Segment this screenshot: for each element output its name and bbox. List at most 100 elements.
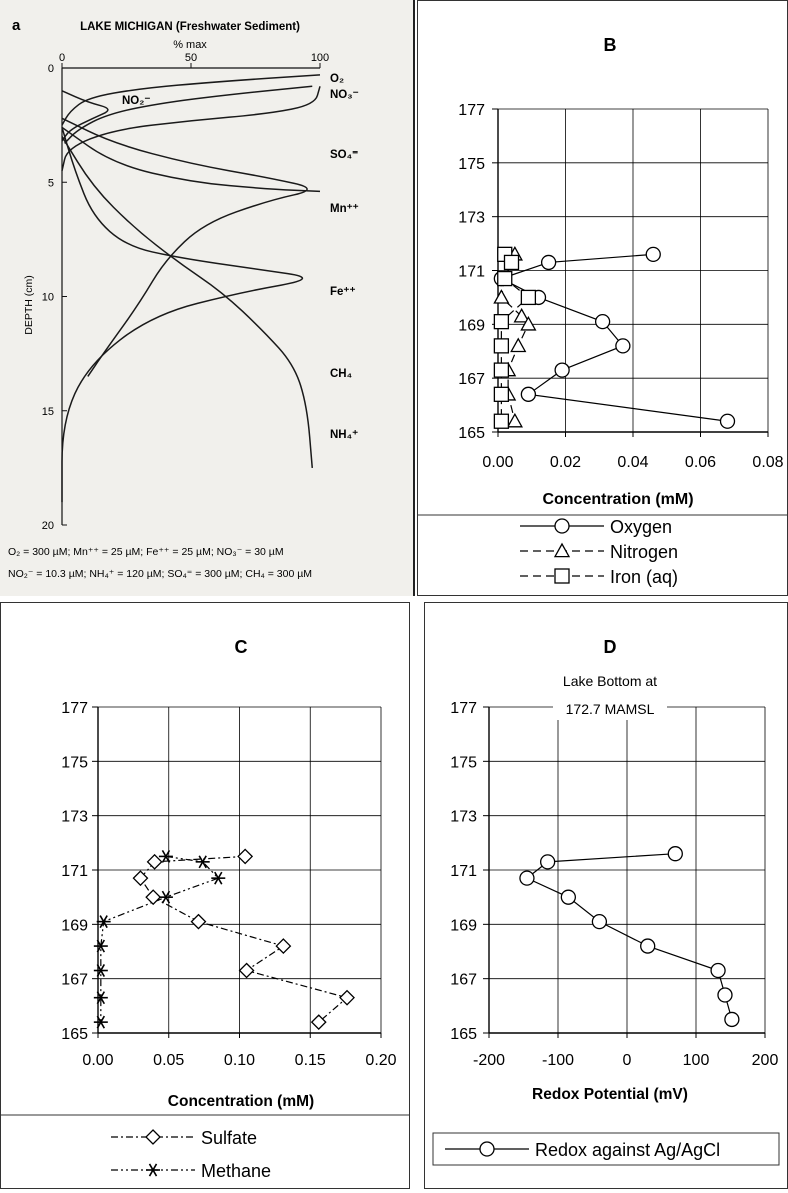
legend-marker xyxy=(146,1163,160,1177)
data-point-oxygen xyxy=(554,362,570,378)
y-tick-label: 175 xyxy=(61,754,88,771)
x-tick-label: 0.02 xyxy=(550,454,581,471)
panel-a-curve-label: CH₄ xyxy=(330,368,352,380)
panel-a-chart: a LAKE MICHIGAN (Freshwater Sediment) % … xyxy=(0,0,415,596)
x-tick-label: 0.04 xyxy=(617,454,648,471)
legend-marker xyxy=(479,1141,495,1157)
x-tick-label: 0.05 xyxy=(153,1052,184,1069)
panel-a-curve-label: SO₄⁼ xyxy=(330,149,358,161)
y-tick-label: 169 xyxy=(61,917,88,934)
data-point-iron-aq- xyxy=(497,270,513,287)
data-point-methane xyxy=(158,890,173,904)
data-point-nitrogen xyxy=(520,315,537,331)
panel-b-xlabel: Concentration (mM) xyxy=(542,491,693,508)
panel-a-curve xyxy=(61,117,308,377)
x-tick-label: 0.06 xyxy=(685,454,716,471)
data-point-iron-aq- xyxy=(493,362,510,378)
data-point-oxygen xyxy=(520,386,537,402)
panel-a-x-tick-label: 0 xyxy=(59,52,65,64)
data-point-sulfate xyxy=(237,848,254,865)
y-tick-label: 167 xyxy=(61,972,88,989)
panel-c-legend: Sulfate Methane xyxy=(111,1128,271,1181)
y-tick-label: 167 xyxy=(450,972,477,989)
panel-d-subtitle-2: 172.7 MAMSL xyxy=(566,701,655,717)
panel-a-curve xyxy=(61,126,321,193)
panel-a-y-tick-label: 20 xyxy=(42,520,54,532)
data-point-methane xyxy=(93,939,108,953)
legend-label: Nitrogen xyxy=(610,542,678,562)
panel-a-y-tick-label: 10 xyxy=(42,292,54,304)
legend-label: Methane xyxy=(201,1161,271,1181)
data-point-iron-aq- xyxy=(520,289,537,306)
panel-c-xlabel: Concentration (mM) xyxy=(168,1093,314,1110)
legend-label: Oxygen xyxy=(610,517,672,537)
panel-a-ylabel: DEPTH (cm) xyxy=(23,275,35,335)
panel-a-curve-label: Mn⁺⁺ xyxy=(330,203,359,215)
panel-a-letter: a xyxy=(12,17,21,34)
x-tick-label: 0.20 xyxy=(365,1052,396,1069)
legend-label: Iron (aq) xyxy=(610,567,678,587)
data-point-redox-against-ag-agcl xyxy=(540,854,556,870)
data-point-sulfate xyxy=(145,889,162,906)
panel-d-subtitle-bg xyxy=(553,698,667,720)
y-tick-label: 167 xyxy=(458,371,485,388)
data-point-methane xyxy=(195,855,210,869)
y-tick-label: 165 xyxy=(61,1026,88,1043)
data-point-sulfate xyxy=(132,870,149,887)
panel-a-x-tick-label: 50 xyxy=(185,52,197,64)
y-tick-label: 177 xyxy=(61,700,88,717)
x-tick-label: 200 xyxy=(752,1052,779,1069)
y-tick-label: 177 xyxy=(450,700,477,717)
data-point-nitrogen xyxy=(510,337,527,353)
y-tick-label: 165 xyxy=(450,1026,477,1043)
data-point-methane xyxy=(93,1015,108,1029)
panel-a-x-tick-label: 100 xyxy=(311,52,329,64)
panel-a-curve xyxy=(61,86,321,171)
data-point-iron-aq- xyxy=(493,313,510,330)
panel-b-svg: B 0.00 0.02 0.04 0.06 0.08 165 167 169 171 173 175… xyxy=(418,35,787,587)
legend-label: Redox against Ag/AgCl xyxy=(535,1140,720,1160)
data-point-oxygen xyxy=(615,338,631,354)
panel-a-curve xyxy=(61,90,109,142)
data-point-redox-against-ag-agcl xyxy=(640,938,656,954)
panel-b-letter: B xyxy=(604,35,617,55)
data-point-iron-aq- xyxy=(493,338,510,354)
data-point-iron-aq- xyxy=(503,254,520,271)
panel-a-curve-label: O₂ xyxy=(330,73,344,85)
panel-d-subtitle-1: Lake Bottom at xyxy=(563,673,657,689)
panel-a-plot-area: 0 50 100 0 5 10 15 20 O₂ NO₃⁻ NO₂⁻ SO₄⁼ Mn⁺⁺ Fe⁺⁺ CH₄ N… xyxy=(42,52,359,532)
data-point-iron-aq- xyxy=(493,386,510,402)
legend-marker xyxy=(553,542,571,558)
data-point-methane xyxy=(93,964,108,977)
data-point-nitrogen xyxy=(506,412,523,428)
y-tick-label: 175 xyxy=(458,156,485,173)
y-tick-label: 171 xyxy=(61,863,88,880)
x-tick-label: 0.15 xyxy=(295,1052,326,1069)
x-tick-label: 0.10 xyxy=(224,1052,255,1069)
data-point-sulfate xyxy=(310,1014,327,1031)
panel-c-letter: C xyxy=(235,637,248,657)
panel-a-xlabel: % max xyxy=(173,39,207,51)
x-tick-label: 0 xyxy=(623,1052,632,1069)
panel-c-plot-area: 0.00 0.05 0.10 0.15 0.20 165 167 169 171 173 175 17… xyxy=(61,700,396,1069)
y-tick-label: 165 xyxy=(458,425,485,442)
y-tick-label: 169 xyxy=(450,917,477,934)
data-point-nitrogen xyxy=(493,289,510,304)
panel-a-curve xyxy=(61,74,321,126)
y-tick-label: 173 xyxy=(450,809,477,826)
panel-a-title: LAKE MICHIGAN (Freshwater Sediment) xyxy=(80,21,300,33)
legend-marker xyxy=(554,568,570,584)
panel-a-curve-label: Fe⁺⁺ xyxy=(330,286,356,298)
panel-c-svg: C 0.00 0.05 0.10 0.15 0.20 165 167 169 171 173 175… xyxy=(1,637,409,1181)
data-point-sulfate xyxy=(238,962,255,979)
panel-a-footnote-1: O₂ = 300 µM; Mn⁺⁺ = 25 µM; Fe⁺⁺ = 25 µM;… xyxy=(8,546,284,558)
y-tick-label: 169 xyxy=(458,317,485,334)
data-point-methane xyxy=(93,991,108,1005)
panel-a-curve-label: NH₄⁺ xyxy=(330,429,358,441)
x-tick-label: 0.08 xyxy=(752,454,783,471)
data-point-sulfate xyxy=(146,853,163,870)
data-point-methane xyxy=(211,871,226,885)
panel-c-chart: C 0.00 0.05 0.10 0.15 0.20 165 167 169 171 173 175… xyxy=(0,602,410,1189)
data-point-redox-against-ag-agcl xyxy=(717,987,733,1003)
panel-a-footnote-2: NO₂⁻ = 10.3 µM; NH₄⁺ = 120 µM; SO₄⁼ = 30… xyxy=(8,568,312,580)
